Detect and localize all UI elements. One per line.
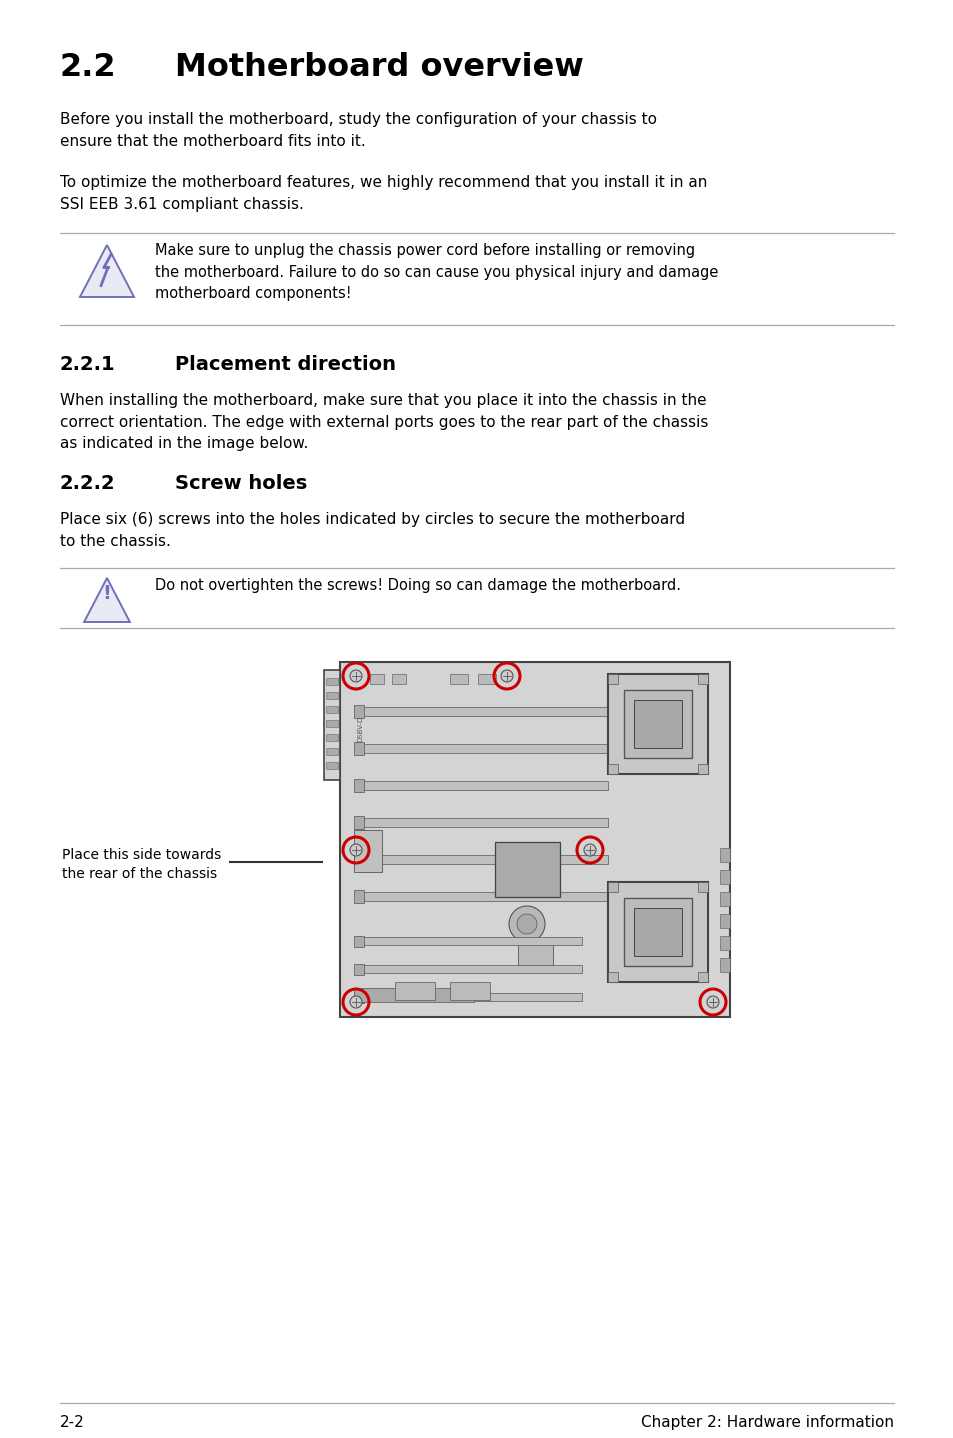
- Bar: [354, 963, 364, 975]
- Bar: [623, 897, 691, 966]
- Bar: [370, 674, 384, 684]
- Bar: [354, 779, 364, 792]
- Bar: [354, 705, 364, 718]
- Circle shape: [583, 844, 596, 856]
- Bar: [361, 743, 607, 754]
- Bar: [698, 674, 707, 684]
- Text: 2.2.1: 2.2.1: [60, 355, 115, 374]
- Circle shape: [350, 670, 361, 682]
- Bar: [326, 677, 337, 684]
- Bar: [354, 936, 364, 948]
- Bar: [361, 938, 581, 945]
- Text: 2.2: 2.2: [60, 52, 116, 83]
- Bar: [623, 690, 691, 758]
- Text: Make sure to unplug the chassis power cord before installing or removing
the mot: Make sure to unplug the chassis power co…: [154, 243, 718, 301]
- Bar: [517, 942, 553, 966]
- Bar: [324, 670, 339, 779]
- Bar: [607, 764, 618, 774]
- Bar: [607, 881, 707, 982]
- Bar: [361, 892, 607, 902]
- Circle shape: [500, 670, 513, 682]
- Bar: [395, 982, 435, 999]
- Text: Chapter 2: Hardware information: Chapter 2: Hardware information: [640, 1415, 893, 1429]
- Circle shape: [350, 997, 361, 1008]
- Text: Screw holes: Screw holes: [174, 475, 307, 493]
- Bar: [698, 881, 707, 892]
- Bar: [354, 815, 364, 828]
- Text: Place this side towards
the rear of the chassis: Place this side towards the rear of the …: [62, 848, 221, 881]
- Text: When installing the motherboard, make sure that you place it into the chassis in: When installing the motherboard, make su…: [60, 393, 708, 452]
- Bar: [361, 818, 607, 827]
- Bar: [326, 720, 337, 728]
- Bar: [477, 674, 496, 684]
- Bar: [720, 892, 729, 906]
- Bar: [634, 700, 681, 748]
- Circle shape: [509, 906, 544, 942]
- Bar: [607, 972, 618, 982]
- Bar: [607, 674, 618, 684]
- Bar: [326, 748, 337, 755]
- Bar: [354, 992, 364, 1002]
- Text: Do not overtighten the screws! Doing so can damage the motherboard.: Do not overtighten the screws! Doing so …: [154, 578, 680, 592]
- Bar: [339, 661, 729, 1017]
- Bar: [326, 706, 337, 713]
- Bar: [720, 958, 729, 972]
- Bar: [361, 707, 607, 716]
- Text: To optimize the motherboard features, we highly recommend that you install it in: To optimize the motherboard features, we…: [60, 175, 706, 211]
- Bar: [720, 936, 729, 951]
- Bar: [698, 972, 707, 982]
- Circle shape: [706, 997, 719, 1008]
- Bar: [450, 982, 490, 999]
- Bar: [634, 907, 681, 956]
- Bar: [698, 764, 707, 774]
- Bar: [326, 733, 337, 741]
- Bar: [720, 848, 729, 861]
- Bar: [326, 762, 337, 769]
- Bar: [361, 965, 581, 974]
- Bar: [392, 674, 406, 684]
- Text: DSBV-D: DSBV-D: [356, 716, 363, 742]
- Polygon shape: [84, 578, 130, 623]
- Bar: [450, 674, 468, 684]
- Bar: [720, 870, 729, 884]
- Polygon shape: [80, 244, 134, 298]
- Text: 2.2.2: 2.2.2: [60, 475, 115, 493]
- Bar: [354, 853, 364, 866]
- Text: Before you install the motherboard, study the configuration of your chassis to
e: Before you install the motherboard, stud…: [60, 112, 657, 148]
- Bar: [354, 988, 474, 1002]
- Bar: [495, 843, 559, 897]
- Circle shape: [517, 915, 537, 935]
- Text: 2-2: 2-2: [60, 1415, 85, 1429]
- Bar: [607, 674, 707, 774]
- Bar: [354, 890, 364, 903]
- Bar: [326, 692, 337, 699]
- Circle shape: [350, 844, 361, 856]
- Bar: [354, 830, 381, 871]
- Bar: [607, 881, 618, 892]
- Bar: [361, 856, 607, 864]
- Bar: [354, 742, 364, 755]
- Text: Placement direction: Placement direction: [174, 355, 395, 374]
- Text: Motherboard overview: Motherboard overview: [174, 52, 583, 83]
- Text: Place six (6) screws into the holes indicated by circles to secure the motherboa: Place six (6) screws into the holes indi…: [60, 512, 684, 549]
- Bar: [361, 781, 607, 789]
- Bar: [720, 915, 729, 928]
- Text: !: !: [103, 584, 112, 603]
- Bar: [361, 994, 581, 1001]
